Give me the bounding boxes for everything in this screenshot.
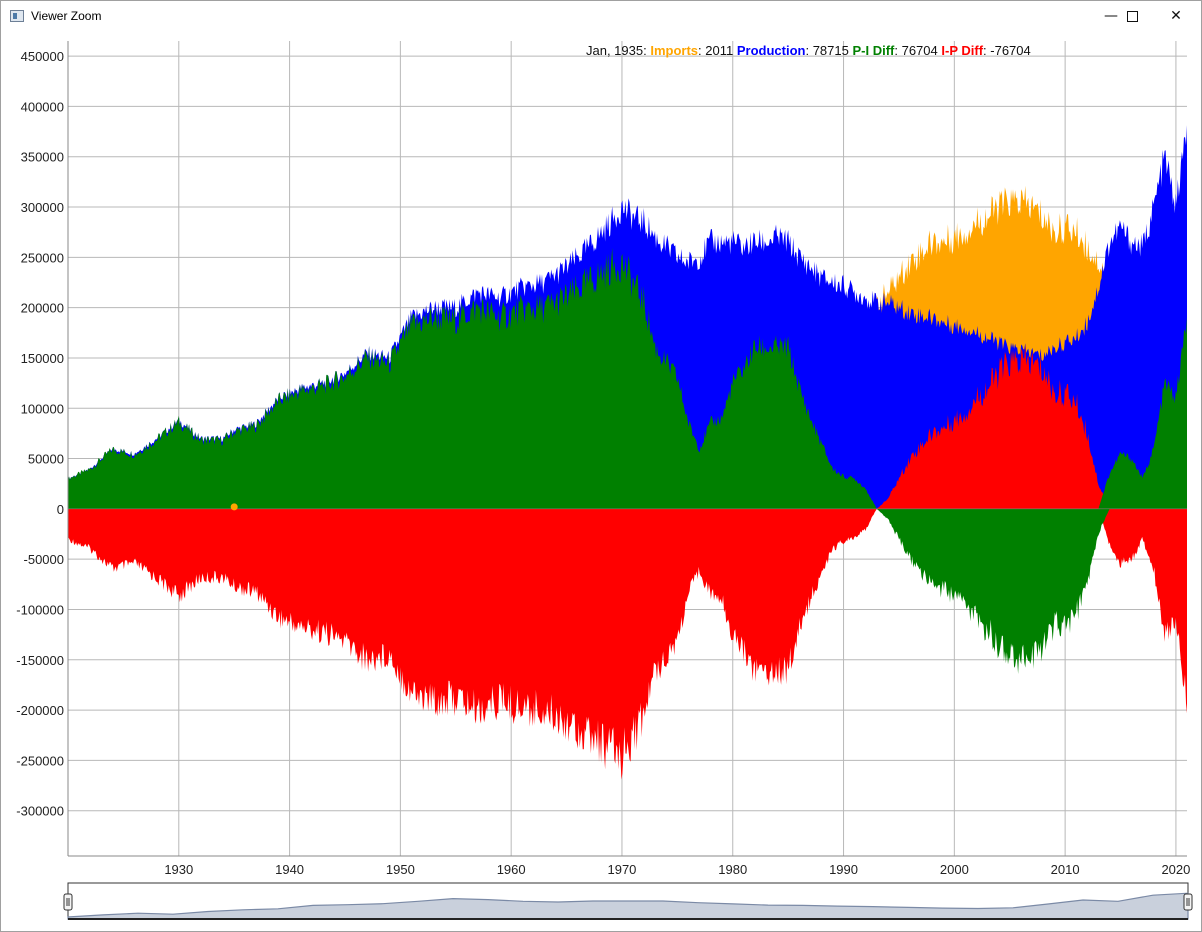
y-tick-label: 150000: [21, 351, 64, 366]
readout-imports-label: Imports: [650, 43, 699, 58]
pi-diff-positive-area: [68, 248, 1187, 509]
readout-production-value: 78715: [812, 43, 849, 58]
value-readout: Jan, 1935: Imports: 2011 Production: 787…: [586, 43, 1031, 58]
y-tick-label: -50000: [24, 552, 64, 567]
y-tick-label: -300000: [16, 804, 64, 819]
window-title: Viewer Zoom: [31, 9, 102, 23]
x-tick-label: 1990: [829, 862, 858, 877]
pi-diff-negative-area: [68, 508, 1187, 674]
x-tick-label: 1960: [497, 862, 526, 877]
x-tick-label: 1950: [386, 862, 415, 877]
ip-diff-positive-area: [68, 344, 1187, 509]
series-layer: [68, 125, 1187, 780]
x-tick-label: 1970: [607, 862, 636, 877]
app-icon: [10, 10, 24, 22]
minimize-button[interactable]: —: [1088, 1, 1134, 32]
maximize-icon: [1126, 10, 1138, 22]
title-bar: Viewer Zoom — ✕: [1, 1, 1201, 32]
minimize-icon: —: [1104, 8, 1118, 24]
x-tick-label: 2010: [1051, 862, 1080, 877]
y-tick-label: 250000: [21, 250, 64, 265]
overview-right-handle[interactable]: [1183, 893, 1193, 911]
y-tick-label: 200000: [21, 301, 64, 316]
readout-ip-label: I-P Diff: [941, 43, 984, 58]
readout-pi-label: P-I Diff: [852, 43, 895, 58]
ip-diff-negative-area: [68, 508, 1187, 780]
x-tick-label: 1980: [718, 862, 747, 877]
hover-marker-point: [230, 503, 238, 511]
y-tick-label: -250000: [16, 753, 64, 768]
close-button[interactable]: ✕: [1153, 1, 1199, 32]
y-tick-label: 400000: [21, 99, 64, 114]
y-tick-label: 0: [57, 502, 64, 517]
overview-left-handle[interactable]: [63, 893, 73, 911]
y-tick-label: -150000: [16, 653, 64, 668]
readout-date: Jan, 1935: [586, 43, 644, 58]
axis-layer: 450000 400000 350000 300000 250000 200000 1500…: [16, 41, 1190, 877]
x-tick-label: 2000: [940, 862, 969, 877]
y-tick-label: 350000: [21, 150, 64, 165]
readout-production-label: Production: [736, 43, 806, 58]
y-tick-label: -200000: [16, 703, 64, 718]
readout-imports-value: 2011: [705, 43, 734, 58]
handle-grip-icon: [1183, 893, 1193, 911]
y-tick-label: 300000: [21, 200, 64, 215]
x-tick-label: 1930: [164, 862, 193, 877]
readout-pi-value: 76704: [901, 43, 938, 58]
readout-ip-value: -76704: [990, 43, 1031, 58]
y-tick-label: 100000: [21, 401, 64, 416]
y-tick-label: 50000: [28, 452, 64, 467]
x-tick-label: 1940: [275, 862, 304, 877]
overview-navigator[interactable]: [63, 882, 1193, 920]
handle-grip-icon: [63, 893, 73, 911]
y-tick-label: 450000: [21, 49, 64, 64]
x-tick-label: 2020: [1161, 862, 1190, 877]
maximize-button[interactable]: [1109, 1, 1155, 32]
y-tick-label: -100000: [16, 602, 64, 617]
close-icon: ✕: [1170, 8, 1182, 24]
overview-series-area: [67, 892, 1189, 920]
chart-canvas[interactable]: 450000 400000 350000 300000 250000 200000 1500…: [1, 32, 1201, 931]
